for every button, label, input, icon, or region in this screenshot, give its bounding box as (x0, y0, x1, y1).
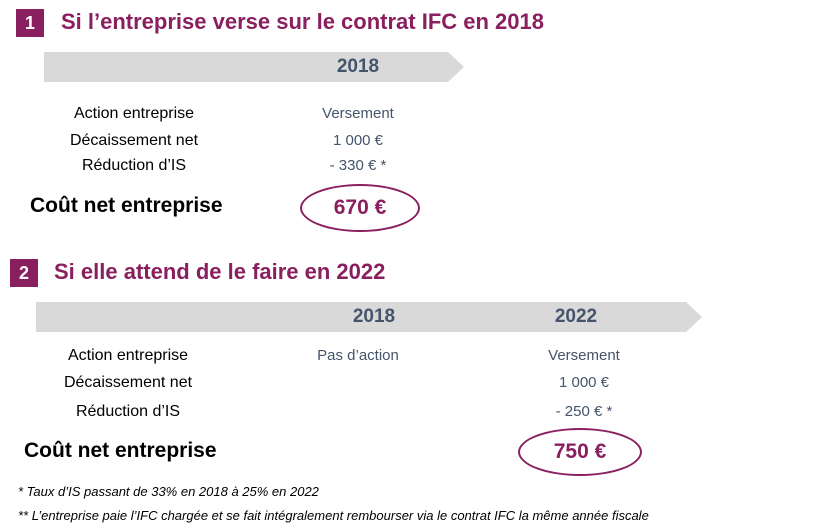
section-2-timeline-arrow (36, 302, 702, 332)
footnote-1: * Taux d’IS passant de 33% en 2018 à 25%… (18, 484, 319, 499)
section-1-row-value-action: Versement (322, 105, 394, 122)
section-1-cost-value-oval: 670 € (300, 184, 420, 232)
footnote-2: ** L’entreprise paie l’IFC chargée et se… (18, 508, 649, 523)
section-2-row-label-decaissement: Décaissement net (63, 374, 193, 391)
section-2-row-value1-action: Pas d’action (317, 347, 399, 364)
section-1-timeline-arrow (44, 52, 464, 82)
section-1-row-value-decaissement: 1 000 € (332, 132, 384, 149)
section-1-row-label-reduction: Réduction d’IS (81, 157, 187, 174)
section-2-row-label-reduction: Réduction d’IS (75, 403, 181, 420)
section-1-cost-value: 670 € (333, 196, 387, 219)
section-1-title: Si l’entreprise verse sur le contrat IFC… (61, 9, 544, 34)
section-1-row-label-action: Action entreprise (73, 105, 195, 122)
section-1-cost-label: Coût net entreprise (30, 194, 223, 217)
section-2-cost-value-oval: 750 € (518, 428, 642, 476)
section-1-row-value-reduction: - 330 € * (329, 157, 387, 174)
section-2-year-2022: 2022 (554, 306, 598, 327)
section-2-row-value2-reduction: - 250 € * (555, 403, 613, 420)
section-2-title: Si elle attend de le faire en 2022 (54, 259, 386, 284)
section-1-row-label-decaissement: Décaissement net (69, 132, 199, 149)
section-2-year-2018: 2018 (352, 306, 396, 327)
section-2-row-value2-action: Versement (548, 347, 620, 364)
section-2-row-value2-decaissement: 1 000 € (558, 374, 610, 391)
section-2-cost-value: 750 € (553, 440, 607, 463)
section-2-row-label-action: Action entreprise (67, 347, 189, 364)
section-1-year: 2018 (336, 56, 380, 77)
section-2-number-badge: 2 (10, 259, 38, 287)
section-2-cost-label: Coût net entreprise (24, 439, 217, 462)
section-1-number-badge: 1 (16, 9, 44, 37)
